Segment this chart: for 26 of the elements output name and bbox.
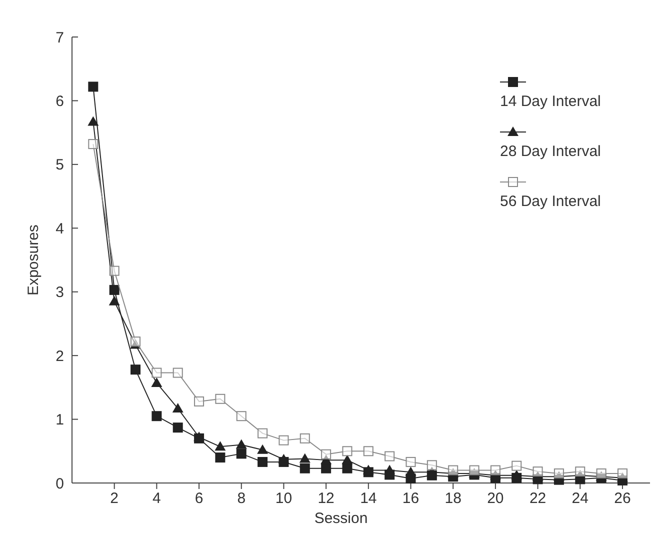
- x-tick-label: 6: [194, 490, 204, 507]
- y-tick-label: 2: [56, 348, 64, 365]
- x-tick-label: 8: [237, 490, 246, 507]
- y-tick-label: 5: [56, 156, 64, 174]
- y-tick-label: 0: [56, 475, 64, 492]
- x-tick-label: 16: [402, 490, 420, 507]
- x-tick-label: 4: [152, 490, 161, 507]
- x-tick-label: 22: [529, 490, 546, 507]
- legend-label: 14 Day Interval: [500, 93, 601, 110]
- y-tick-label: 3: [56, 284, 64, 302]
- y-tick-label: 7: [56, 29, 64, 46]
- x-tick-label: 10: [275, 490, 292, 507]
- y-tick-label: 1: [56, 412, 64, 429]
- x-tick-label: 14: [360, 490, 377, 507]
- x-tick-label: 18: [444, 490, 462, 507]
- x-tick-label: 2: [110, 490, 119, 507]
- y-tick-label: 6: [56, 92, 64, 110]
- x-tick-label: 12: [318, 490, 334, 507]
- x-tick-label: 24: [572, 490, 588, 507]
- x-tick-label: 26: [614, 490, 631, 507]
- x-tick-label: 20: [487, 490, 504, 507]
- legend-label: 28 Day Interval: [500, 143, 601, 160]
- y-tick-label: 4: [56, 220, 64, 238]
- x-axis-title: Session: [314, 510, 368, 527]
- y-axis-title: Exposures: [25, 224, 42, 296]
- legend-label: 56 Day Interval: [500, 193, 601, 210]
